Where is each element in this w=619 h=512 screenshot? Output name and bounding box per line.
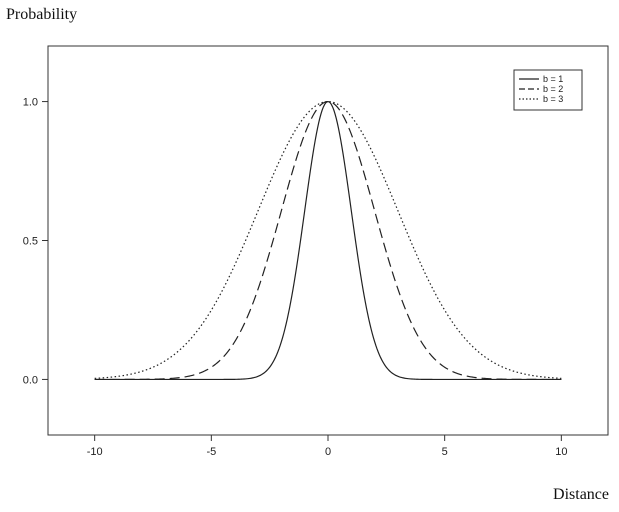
legend-label: b = 3 bbox=[543, 94, 563, 104]
x-tick-label: -10 bbox=[87, 446, 103, 458]
x-tick-label: 0 bbox=[325, 446, 331, 458]
legend-label: b = 1 bbox=[543, 74, 563, 84]
x-tick-label: 10 bbox=[555, 446, 567, 458]
x-axis-ticks: -10 -5 0 5 10 bbox=[87, 435, 567, 458]
series-line bbox=[94, 100, 562, 379]
series-group bbox=[94, 100, 562, 381]
y-tick-label: 1.0 bbox=[23, 97, 38, 109]
legend: b = 1b = 2b = 3 bbox=[513, 69, 583, 111]
x-tick-label: 5 bbox=[442, 446, 448, 458]
y-axis-ticks: 0.0 0.5 1.0 bbox=[23, 97, 48, 386]
series-line bbox=[94, 100, 562, 381]
y-tick-label: 0.0 bbox=[23, 374, 38, 386]
x-tick-label: -5 bbox=[206, 446, 216, 458]
legend-label: b = 2 bbox=[543, 84, 563, 94]
legend-box bbox=[513, 69, 583, 111]
y-tick-label: 0.5 bbox=[23, 236, 38, 248]
series-line bbox=[94, 100, 562, 381]
y-axis-label: Probability bbox=[6, 6, 78, 23]
x-axis-label: Distance bbox=[553, 486, 609, 503]
